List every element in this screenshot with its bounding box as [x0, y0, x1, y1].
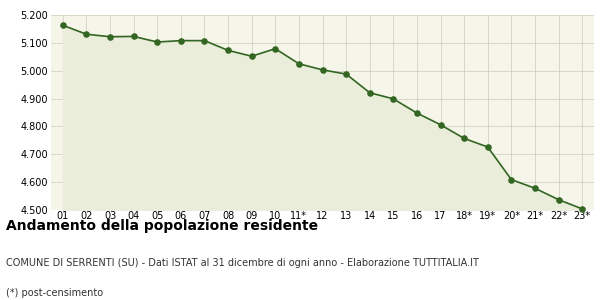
Point [58, 23, 68, 28]
Point [176, 38, 185, 43]
Point [341, 72, 351, 76]
Point [506, 177, 516, 182]
Point [460, 136, 469, 141]
Point [318, 68, 328, 72]
Point [577, 206, 587, 211]
Point [82, 32, 91, 37]
Point [294, 61, 304, 66]
Point [389, 97, 398, 101]
Point [200, 38, 209, 43]
Point [436, 122, 445, 127]
Point [152, 40, 162, 44]
Point [554, 197, 563, 202]
Point [530, 186, 540, 191]
Point [271, 46, 280, 51]
Text: Andamento della popolazione residente: Andamento della popolazione residente [6, 219, 318, 233]
Point [247, 54, 256, 58]
Point [365, 90, 374, 95]
Text: COMUNE DI SERRENTI (SU) - Dati ISTAT al 31 dicembre di ogni anno - Elaborazione : COMUNE DI SERRENTI (SU) - Dati ISTAT al … [6, 258, 479, 268]
Text: (*) post-censimento: (*) post-censimento [6, 288, 103, 298]
Point [412, 111, 422, 116]
Point [129, 34, 139, 39]
Point [483, 145, 493, 149]
Point [105, 34, 115, 39]
Point [223, 48, 233, 53]
